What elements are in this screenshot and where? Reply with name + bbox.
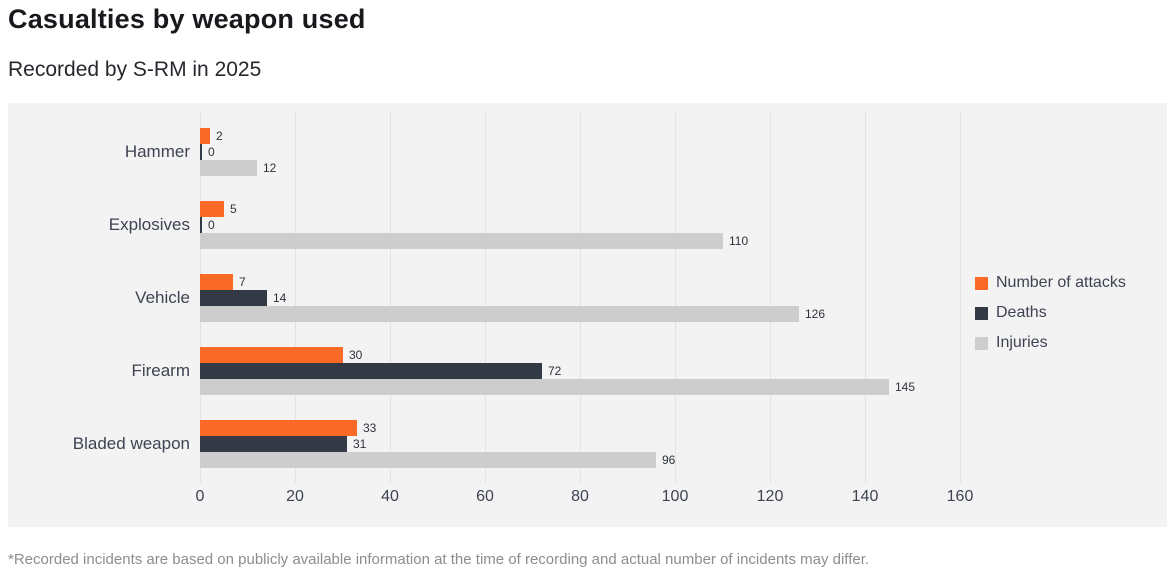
plot-area: 0 20 40 60 80 100 120 140 160 Hammer 2 0 12 Explosive…	[8, 103, 1167, 527]
legend-item-deaths: Deaths	[975, 298, 1126, 328]
gridline	[865, 111, 866, 483]
bar-injuries-firearm	[200, 379, 889, 395]
legend: Number of attacks Deaths Injuries	[975, 268, 1126, 358]
gridline	[580, 111, 581, 483]
x-axis-tick-label: 120	[756, 488, 784, 505]
bar-value-label: 33	[363, 421, 377, 435]
chart-panel: 0 20 40 60 80 100 120 140 160 Hammer 2 0 12 Explosive…	[8, 103, 1167, 527]
bar-injuries-vehicle	[200, 306, 799, 322]
bar-number-of-attacks-firearm	[200, 347, 343, 363]
bar-injuries-bladed-weapon	[200, 452, 656, 468]
category-label-vehicle: Vehicle	[135, 288, 190, 307]
x-axis-tick-label: 140	[851, 488, 879, 505]
footnote: *Recorded incidents are based on publicl…	[8, 551, 870, 568]
bar-value-label: 5	[230, 202, 237, 216]
bar-value-label: 12	[263, 161, 277, 175]
bar-injuries-hammer	[200, 160, 257, 176]
legend-swatch-number-of-attacks	[975, 276, 988, 290]
bar-value-label: 110	[729, 234, 749, 248]
legend-item-number-of-attacks: Number of attacks	[975, 268, 1126, 298]
bar-injuries-explosives	[200, 233, 723, 249]
bar-number-of-attacks-vehicle	[200, 274, 233, 290]
bar-deaths-vehicle	[200, 290, 267, 306]
bar-value-label: 14	[273, 291, 287, 305]
x-axis-tick-label: 40	[381, 488, 399, 505]
category-label-bladed-weapon: Bladed weapon	[72, 434, 190, 453]
legend-item-injuries: Injuries	[975, 328, 1126, 358]
bar-number-of-attacks-bladed-weapon	[200, 420, 357, 436]
bar-deaths-hammer	[200, 144, 202, 160]
bar-deaths-firearm	[200, 363, 542, 379]
bar-value-label: 30	[349, 348, 363, 362]
page-title: Casualties by weapon used	[8, 4, 366, 34]
legend-label: Injuries	[996, 334, 1048, 351]
x-axis-tick-label: 80	[571, 488, 589, 505]
x-axis-tick-label: 100	[661, 488, 689, 505]
gridline	[960, 111, 961, 483]
gridline	[485, 111, 486, 483]
gridline	[390, 111, 391, 483]
bar-value-label: 96	[662, 453, 676, 467]
bar-value-label: 72	[548, 364, 562, 378]
x-axis-tick-label: 0	[195, 488, 205, 505]
category-label-explosives: Explosives	[108, 215, 190, 234]
bar-value-label: 126	[805, 307, 826, 321]
bar-number-of-attacks-hammer	[200, 128, 210, 144]
x-axis-tick-label: 160	[946, 488, 974, 505]
bar-value-label: 0	[208, 218, 215, 232]
bar-number-of-attacks-explosives	[200, 201, 224, 217]
x-axis-tick-label: 60	[476, 488, 494, 505]
legend-swatch-deaths	[975, 306, 988, 320]
legend-label: Deaths	[996, 304, 1047, 321]
legend-label: Number of attacks	[996, 274, 1126, 291]
category-label-firearm: Firearm	[131, 361, 190, 380]
bar-value-label: 145	[895, 380, 916, 394]
bar-value-label: 7	[239, 275, 246, 289]
bar-value-label: 31	[353, 437, 367, 451]
category-label-hammer: Hammer	[124, 142, 190, 161]
gridline	[770, 111, 771, 483]
x-axis-tick-label: 20	[286, 488, 304, 505]
bar-value-label: 0	[208, 145, 215, 159]
bar-deaths-bladed-weapon	[200, 436, 347, 452]
gridline	[675, 111, 676, 483]
gridline	[295, 111, 296, 483]
bar-value-label: 2	[216, 129, 223, 143]
bar-deaths-explosives	[200, 217, 202, 233]
legend-swatch-injuries	[975, 336, 988, 350]
page-subtitle: Recorded by S-RM in 2025	[8, 58, 262, 81]
